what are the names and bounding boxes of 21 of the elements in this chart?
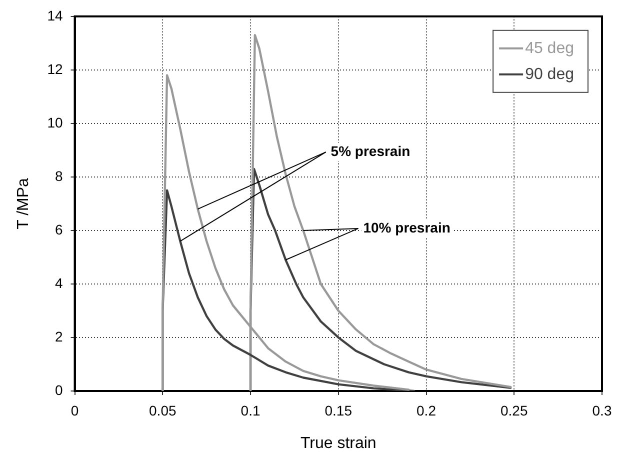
y-tick-label: 12 — [47, 60, 63, 77]
y-tick-label: 14 — [47, 7, 63, 24]
x-tick-label: 0.05 — [149, 402, 176, 418]
y-tick-label: 0 — [54, 382, 63, 398]
x-tick-label: 0.25 — [500, 402, 528, 418]
y-tick-label: 8 — [54, 168, 63, 184]
annotation: 5% presrain — [330, 142, 410, 159]
annotation: 10% presrain — [363, 219, 450, 236]
x-tick-label: 0.1 — [240, 402, 260, 418]
y-tick-label: 2 — [54, 328, 63, 344]
x-axis-title: True strain — [300, 434, 376, 452]
y-tick-label: 10 — [47, 114, 63, 130]
y-tick-label: 6 — [54, 221, 63, 238]
y-axis-title: T /MPa — [15, 178, 32, 230]
x-tick-label: 0 — [70, 402, 79, 418]
x-tick-label: 0.3 — [592, 402, 612, 418]
x-tick-label: 0.15 — [324, 402, 352, 418]
y-tick-label: 4 — [54, 274, 63, 291]
legend-label: 45 deg — [525, 40, 574, 57]
legend-label: 90 deg — [525, 66, 574, 83]
x-tick-label: 0.2 — [416, 402, 436, 418]
